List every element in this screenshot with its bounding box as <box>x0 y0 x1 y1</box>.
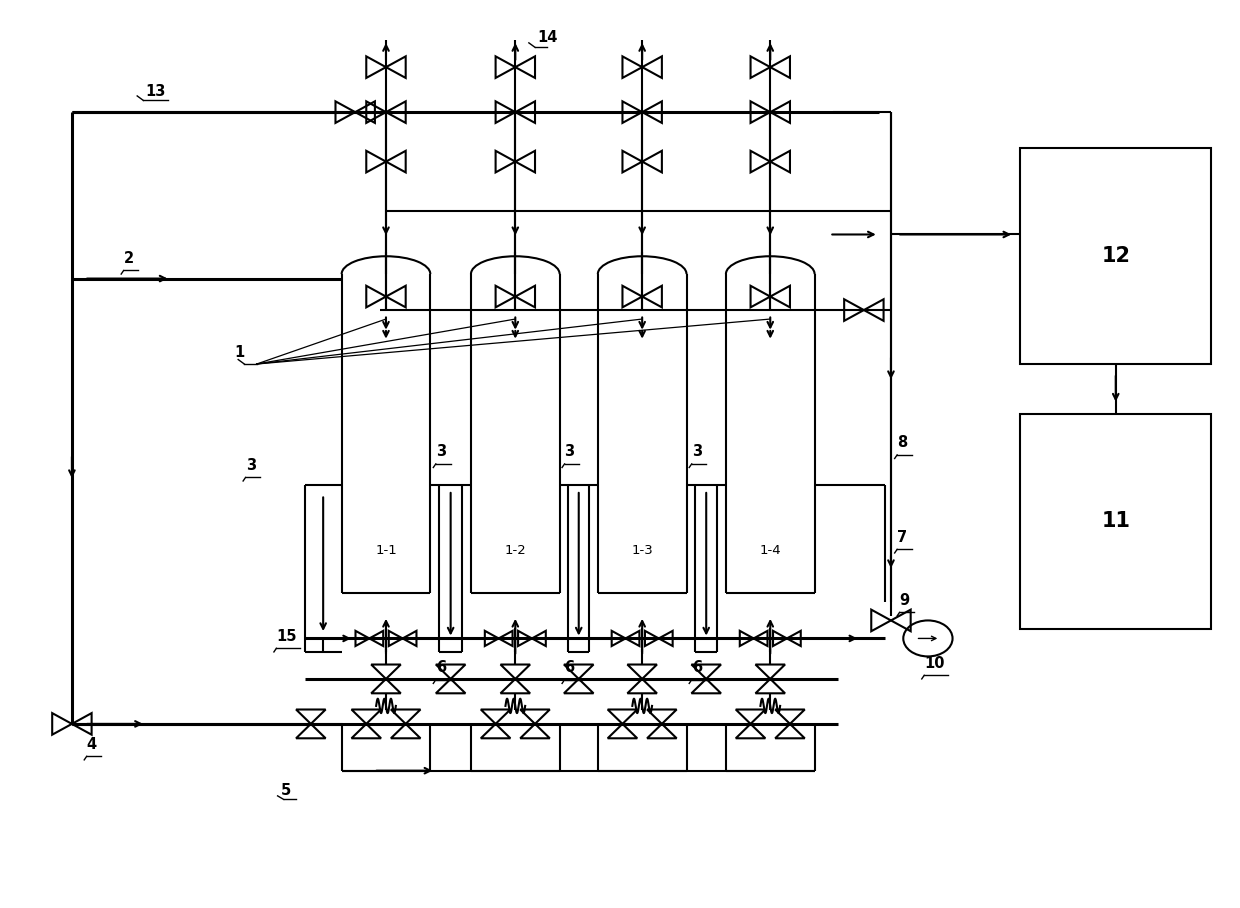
Text: 3: 3 <box>692 444 702 459</box>
Text: 7: 7 <box>897 530 908 545</box>
Bar <box>1021 148 1211 364</box>
Text: 9: 9 <box>899 593 910 607</box>
Text: 4: 4 <box>87 736 97 752</box>
Text: 11: 11 <box>1101 511 1130 531</box>
Text: 2: 2 <box>124 251 134 266</box>
Text: 5: 5 <box>281 783 291 797</box>
Text: 6: 6 <box>435 660 446 676</box>
Text: 14: 14 <box>537 30 558 44</box>
Text: 13: 13 <box>146 84 166 99</box>
Text: 1-1: 1-1 <box>376 545 397 558</box>
Text: 10: 10 <box>924 656 945 671</box>
Text: 12: 12 <box>1101 246 1130 266</box>
Text: 1-2: 1-2 <box>505 545 526 558</box>
Text: 1-4: 1-4 <box>759 545 781 558</box>
Text: 8: 8 <box>897 436 908 450</box>
Bar <box>1021 413 1211 629</box>
Text: 15: 15 <box>277 629 296 644</box>
Text: 1-3: 1-3 <box>631 545 653 558</box>
Text: 6: 6 <box>564 660 574 676</box>
Text: 1: 1 <box>234 344 244 360</box>
Text: 6: 6 <box>692 660 702 676</box>
Text: 3: 3 <box>435 444 446 459</box>
Text: 3: 3 <box>564 444 574 459</box>
Text: 3: 3 <box>246 458 255 473</box>
